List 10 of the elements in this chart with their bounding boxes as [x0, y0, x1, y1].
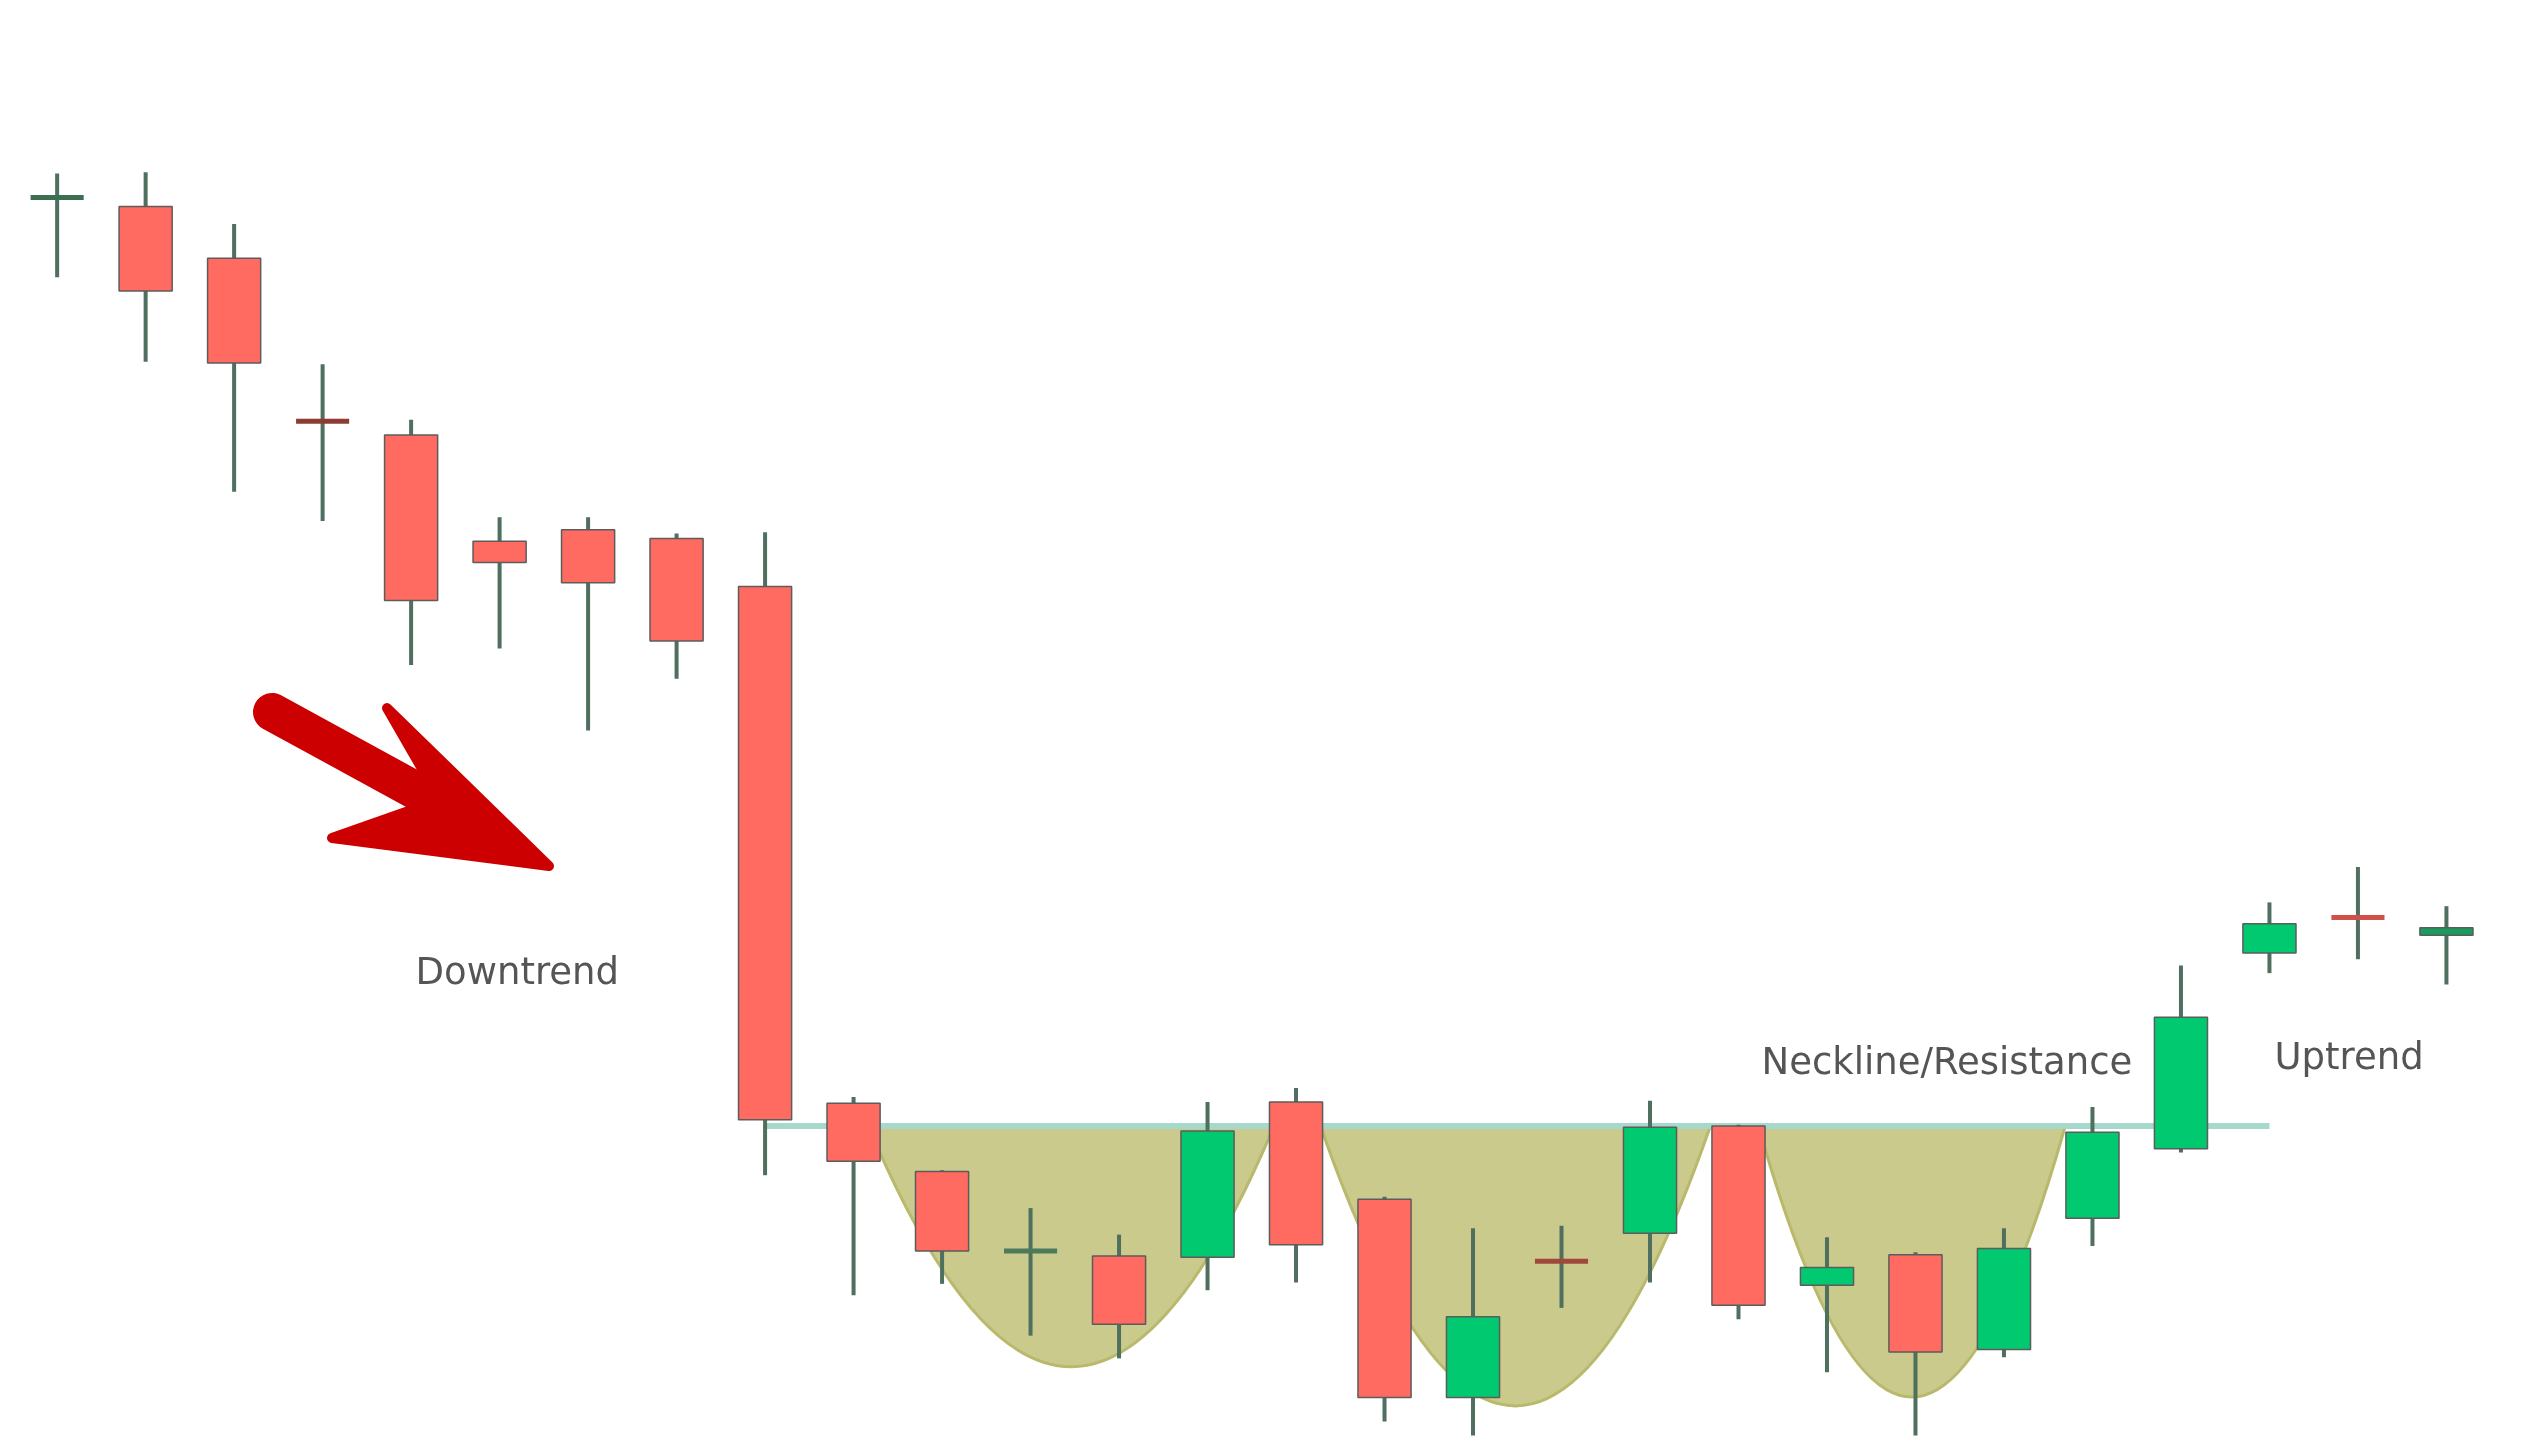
candlestick	[2419, 906, 2474, 985]
candlestick	[30, 173, 84, 278]
candlestick	[2331, 867, 2385, 960]
candlestick	[296, 364, 350, 521]
annotation: Uptrend	[2274, 1035, 2424, 1078]
candlestick	[1799, 1237, 1855, 1373]
candlestick	[1004, 1208, 1058, 1336]
annotation: Downtrend	[415, 950, 620, 994]
ref-line-label: Neckline/Resistance	[1761, 1040, 2133, 1084]
candlestick	[1534, 1225, 1589, 1308]
